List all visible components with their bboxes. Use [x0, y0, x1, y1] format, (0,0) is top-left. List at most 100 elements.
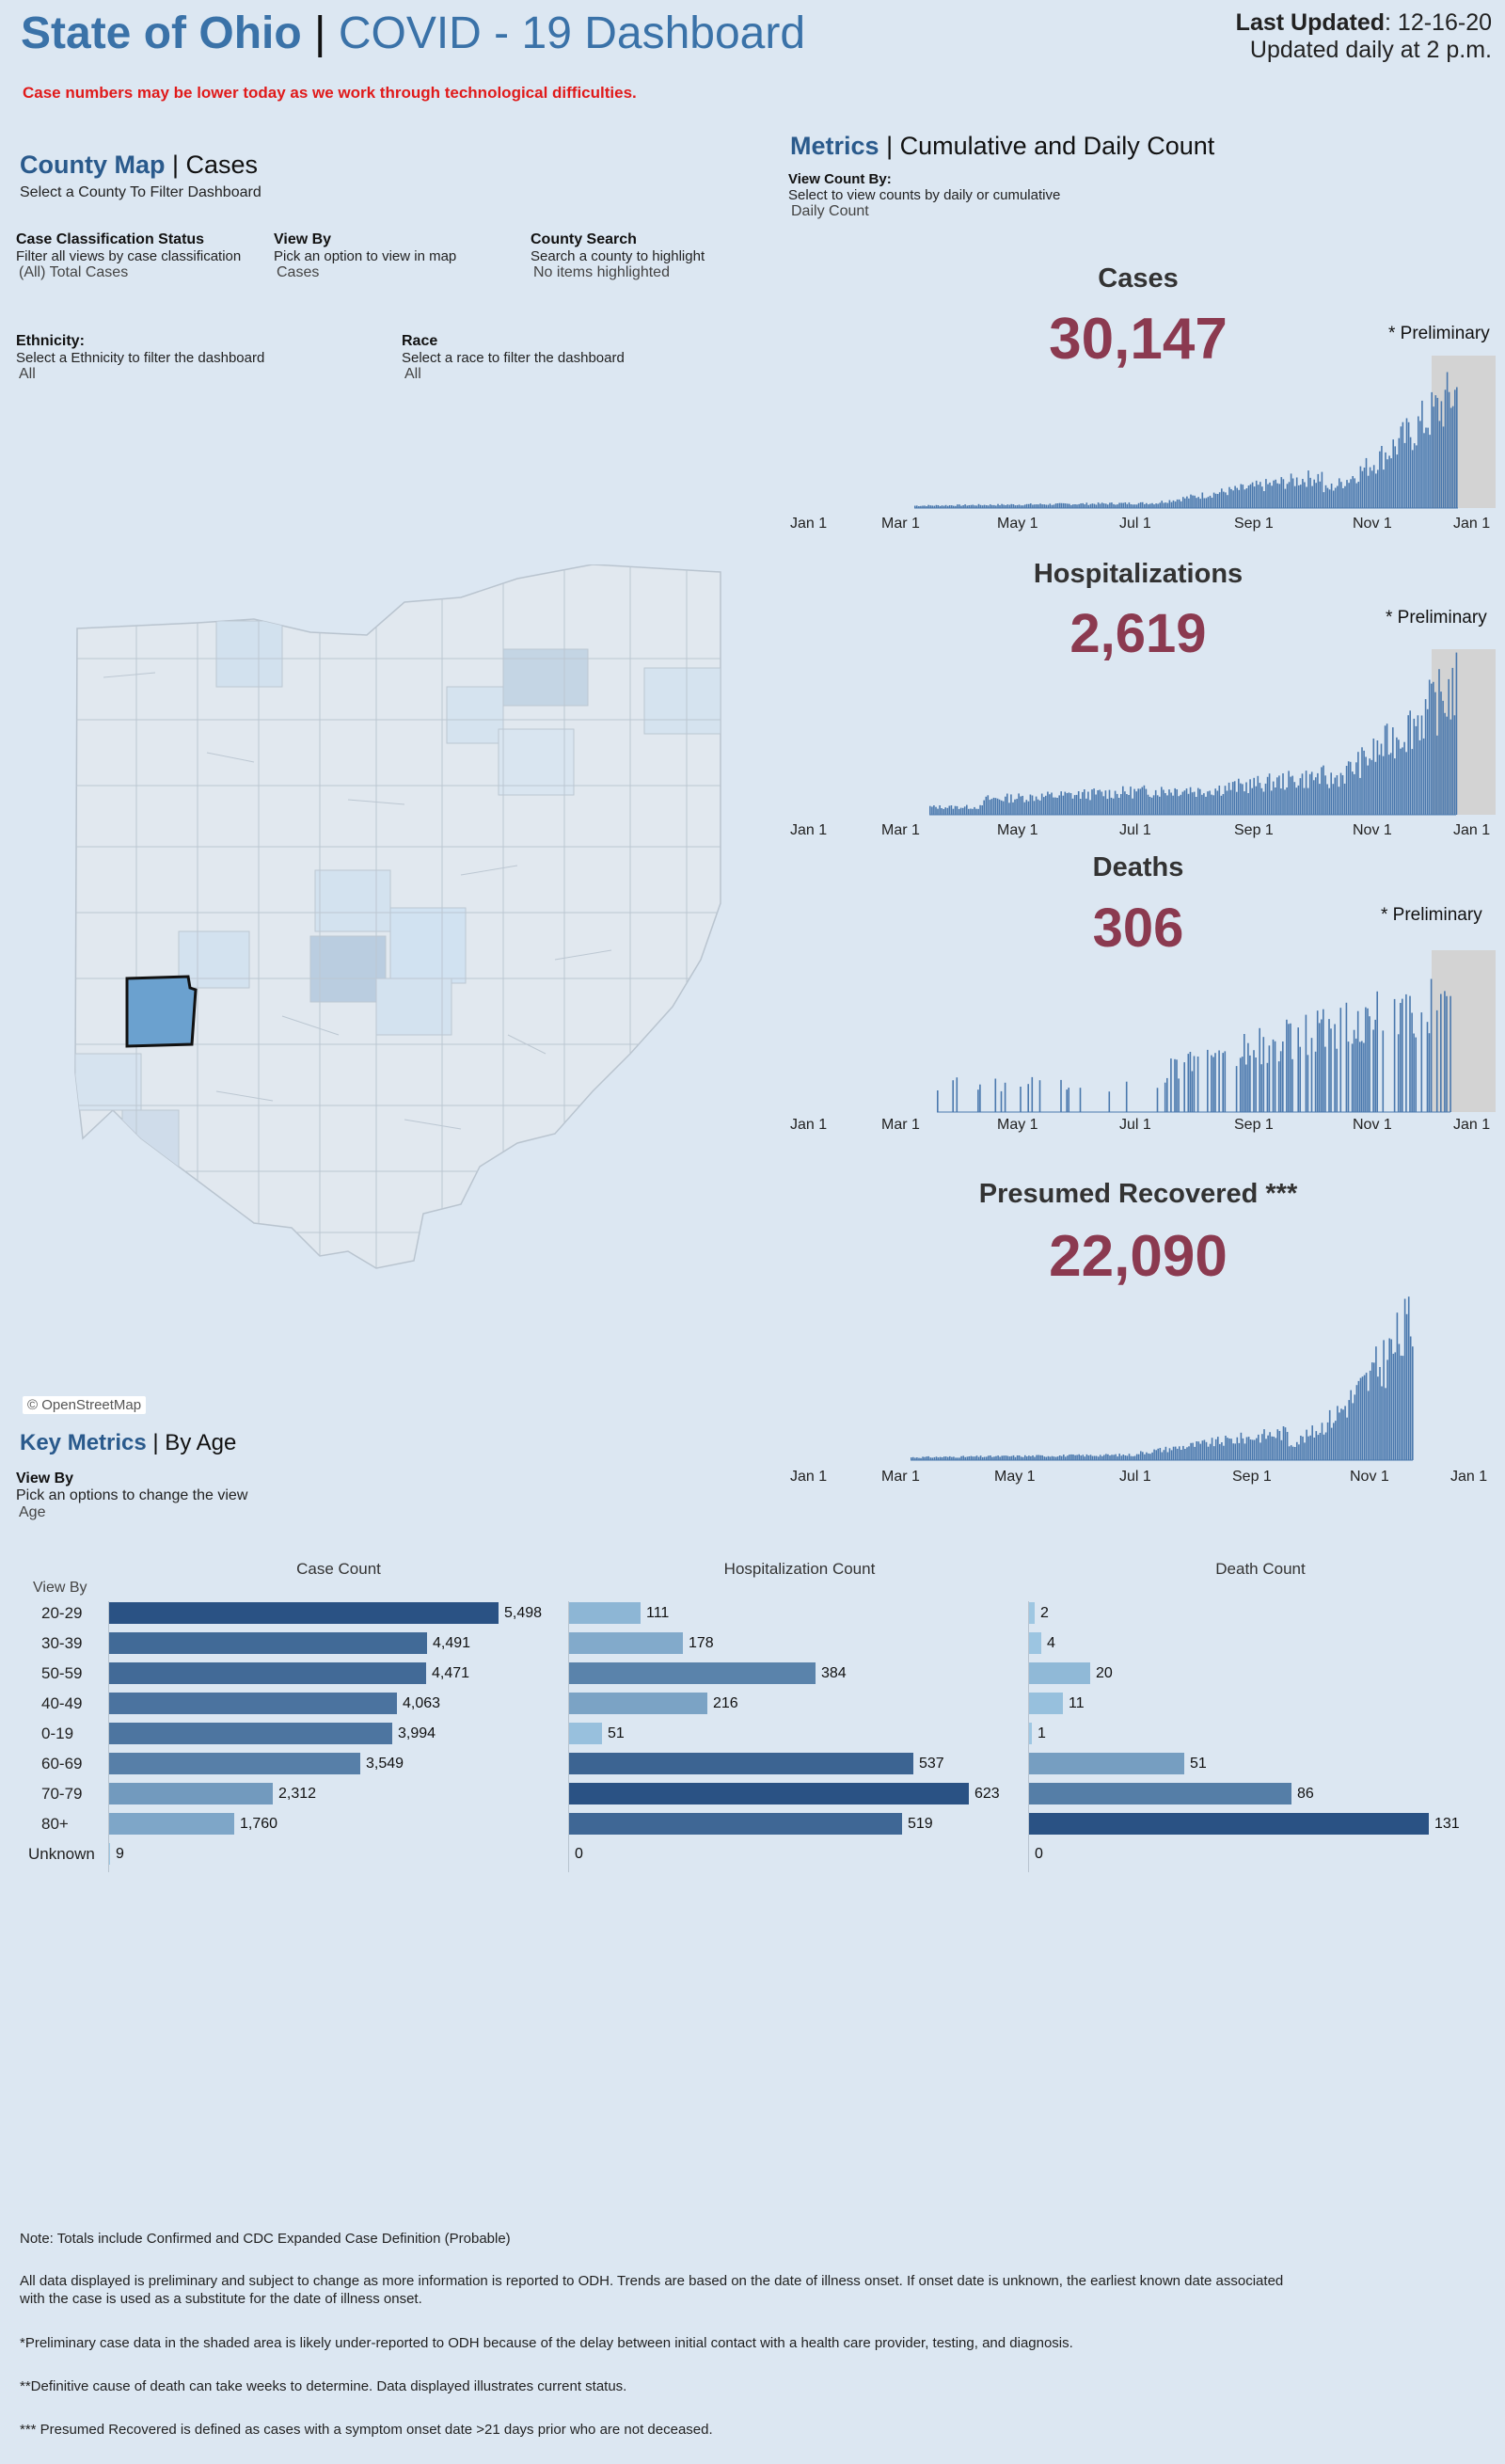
hospitalizations-bar[interactable] — [569, 1723, 602, 1744]
daily-bar — [1335, 1421, 1337, 1460]
daily-bar — [1097, 790, 1099, 815]
daily-bar — [1249, 779, 1251, 815]
daily-bar — [1293, 782, 1296, 815]
daily-bar — [1163, 1450, 1165, 1460]
daily-bar — [1321, 1423, 1323, 1460]
daily-bar — [1069, 793, 1072, 815]
deaths-bar[interactable] — [1029, 1813, 1429, 1835]
county-map-subtitle: Select a County To Filter Dashboard — [20, 184, 261, 200]
deaths-chart[interactable] — [811, 950, 1497, 1115]
cases-bar[interactable] — [109, 1843, 110, 1865]
daily-bar — [1388, 1338, 1390, 1460]
deaths-bar[interactable] — [1029, 1602, 1035, 1624]
daily-bar — [935, 504, 938, 508]
deaths-bar[interactable] — [1029, 1632, 1041, 1654]
daily-bar — [1024, 1455, 1026, 1460]
daily-bar — [947, 1456, 949, 1460]
cases-bar[interactable] — [109, 1753, 360, 1774]
hospitalizations-bar[interactable] — [569, 1753, 913, 1774]
daily-bar — [1365, 756, 1367, 815]
cases-bar[interactable] — [109, 1602, 499, 1624]
daily-bar — [1372, 1029, 1374, 1112]
cases-bar[interactable] — [109, 1723, 392, 1744]
hospitalizations-bar[interactable] — [569, 1632, 683, 1654]
race-select[interactable]: All — [404, 366, 421, 382]
daily-bar — [935, 1456, 938, 1460]
daily-bar — [1181, 791, 1184, 815]
daily-bar — [1132, 504, 1134, 508]
cases-bar[interactable] — [109, 1662, 426, 1684]
case-classification-select[interactable]: (All) Total Cases — [19, 264, 129, 280]
daily-bar — [1270, 790, 1273, 815]
race-filter[interactable]: Race Select a race to filter the dashboa… — [402, 333, 625, 382]
case-classification-filter[interactable]: Case Classification Status Filter all vi… — [16, 231, 242, 280]
x-tick: Jan 1 — [790, 822, 828, 838]
daily-bar — [1236, 791, 1238, 815]
daily-bar — [1122, 502, 1124, 508]
daily-bar — [1060, 502, 1063, 508]
daily-bar — [1193, 1056, 1196, 1112]
daily-bar — [1058, 795, 1060, 815]
daily-bar — [1205, 1441, 1208, 1460]
age-view-by-filter[interactable]: View By Pick an options to change the vi… — [16, 1470, 248, 1520]
daily-bar — [1251, 787, 1253, 815]
hospitalizations-bar[interactable] — [569, 1783, 969, 1804]
cases-bar[interactable] — [109, 1813, 234, 1835]
cases-value: 3,549 — [366, 1756, 404, 1772]
daily-bar — [1265, 479, 1267, 508]
ohio-county-map[interactable] — [66, 564, 724, 1280]
daily-bar — [1260, 787, 1263, 815]
deaths-bar[interactable] — [1029, 1753, 1184, 1774]
daily-bar — [1122, 786, 1124, 815]
deaths-bar[interactable] — [1029, 1723, 1032, 1744]
hospitalizations-bar[interactable] — [569, 1602, 641, 1624]
ethnicity-filter[interactable]: Ethnicity: Select a Ethnicity to filter … — [16, 333, 265, 382]
cases-value: 5,498 — [504, 1605, 543, 1621]
view-by-select[interactable]: Cases — [277, 264, 320, 280]
hospitalizations-chart[interactable] — [811, 649, 1497, 819]
cases-bar[interactable] — [109, 1693, 397, 1714]
daily-bar — [1073, 795, 1076, 815]
daily-bar — [1436, 397, 1439, 508]
daily-bar — [1125, 1081, 1128, 1112]
ethnicity-select[interactable]: All — [19, 366, 36, 382]
age-view-by-select[interactable]: Age — [19, 1504, 46, 1520]
hospitalizations-value: 51 — [608, 1725, 625, 1741]
daily-bar — [1161, 787, 1163, 815]
cases-bar[interactable] — [109, 1632, 427, 1654]
recovered-chart[interactable] — [811, 1280, 1497, 1463]
hospitalizations-bar[interactable] — [569, 1662, 816, 1684]
view-by-filter[interactable]: View By Pick an option to view in map Ca… — [274, 231, 457, 280]
county-search-filter[interactable]: County Search Search a county to highlig… — [531, 231, 705, 280]
daily-bar — [1323, 1009, 1324, 1112]
daily-bar — [1257, 775, 1259, 815]
daily-bar — [1141, 787, 1144, 815]
daily-bar — [1386, 723, 1388, 815]
x-tick: Sep 1 — [1234, 822, 1274, 838]
county-search-input[interactable]: No items highlighted — [533, 264, 670, 280]
hospitalizations-bar[interactable] — [569, 1693, 707, 1714]
daily-bar — [952, 808, 955, 815]
cases-bars — [914, 372, 1458, 509]
daily-bar — [1306, 486, 1307, 508]
deaths-bar[interactable] — [1029, 1783, 1291, 1804]
deaths-bar[interactable] — [1029, 1693, 1063, 1714]
daily-bar — [944, 807, 946, 815]
map-attribution[interactable]: © OpenStreetMap — [23, 1396, 147, 1414]
hospitalizations-bar[interactable] — [569, 1813, 902, 1835]
selected-county[interactable] — [125, 975, 198, 1048]
cases-value: 1,760 — [240, 1816, 278, 1832]
view-count-filter[interactable]: View Count By: Select to view counts by … — [788, 171, 1061, 219]
daily-bar — [1072, 1455, 1074, 1460]
daily-bar — [1438, 421, 1441, 508]
daily-bar — [953, 505, 955, 508]
daily-bar — [1034, 504, 1036, 508]
deaths-bar[interactable] — [1029, 1662, 1090, 1684]
daily-bar — [1064, 503, 1067, 508]
daily-bar — [1230, 1439, 1232, 1460]
view-count-select[interactable]: Daily Count — [791, 203, 869, 219]
cases-bar[interactable] — [109, 1783, 273, 1804]
daily-bar — [1049, 503, 1052, 508]
cases-chart[interactable] — [811, 356, 1497, 511]
daily-bar — [1328, 1409, 1331, 1460]
